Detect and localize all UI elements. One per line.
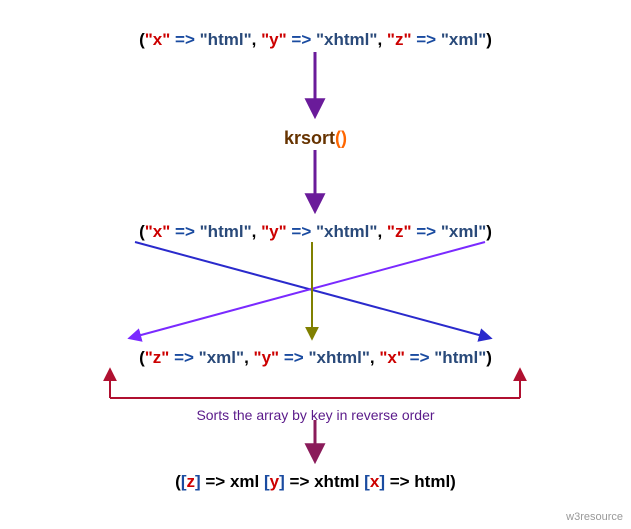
arrows-overlay xyxy=(0,0,631,529)
function-name: krsort xyxy=(284,128,335,148)
function-row: krsort() xyxy=(0,128,631,149)
array-before-sort-row: ("x" => "html", "y" => "xhtml", "z" => "… xyxy=(0,222,631,242)
function-parens: () xyxy=(335,128,347,148)
result-row: ([z] => xml [y] => xhtml [x] => html) xyxy=(0,472,631,492)
caption-text: Sorts the array by key in reverse order xyxy=(0,407,631,423)
array-input-row: ("x" => "html", "y" => "xhtml", "z" => "… xyxy=(0,30,631,50)
array-after-sort-row: ("z" => "xml", "y" => "xhtml", "x" => "h… xyxy=(0,348,631,368)
watermark: w3resource xyxy=(566,511,623,523)
